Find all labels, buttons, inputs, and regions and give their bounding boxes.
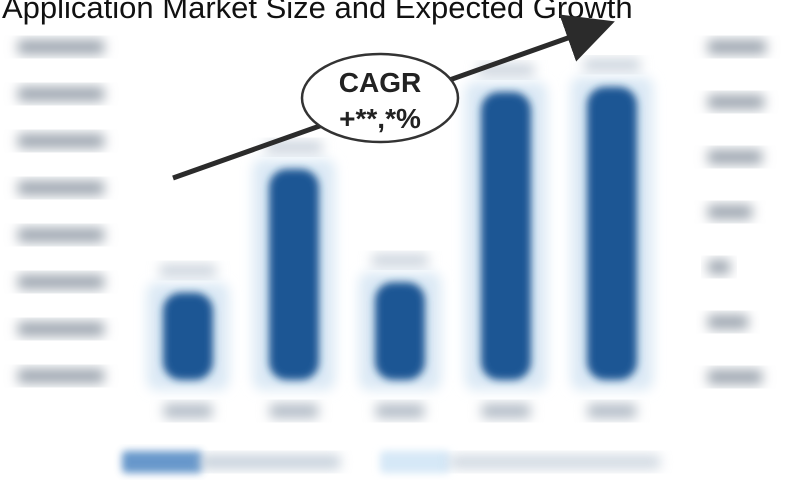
- category-label-4: [482, 404, 530, 418]
- right-axis-tick: [708, 40, 766, 54]
- bar-1: [163, 292, 213, 380]
- bar-value-label: [372, 254, 428, 267]
- category-label-1: [164, 404, 212, 418]
- bar-3: [375, 282, 425, 380]
- left-axis-tick: [18, 87, 104, 101]
- left-axis-tick: [18, 322, 104, 336]
- legend-swatch-dark: [122, 451, 202, 473]
- page-title: Application Market Size and Expected Gro…: [2, 0, 633, 25]
- left-axis-tick: [18, 181, 104, 195]
- left-axis-labels: [18, 40, 104, 383]
- cagr-value: +**,*%: [339, 103, 421, 134]
- category-label-5: [588, 404, 636, 418]
- right-axis-tick: [708, 370, 762, 384]
- right-axis-labels: [708, 40, 766, 384]
- legend-swatch-light: [380, 451, 450, 473]
- legend-text-2: [450, 455, 660, 469]
- bar-value-label: [584, 58, 640, 71]
- bar-value-label: [266, 141, 322, 154]
- bar-4: [481, 92, 531, 380]
- left-axis-tick: [18, 369, 104, 383]
- bar-5: [587, 86, 637, 380]
- left-axis-tick: [18, 40, 104, 54]
- bars-group: [147, 58, 653, 390]
- left-axis-tick: [18, 275, 104, 289]
- right-axis-tick: [708, 260, 730, 274]
- left-axis-tick: [18, 134, 104, 148]
- right-axis-tick: [708, 315, 748, 329]
- bar-2: [269, 169, 319, 380]
- right-axis-tick: [708, 205, 752, 219]
- legend-text-1: [200, 455, 340, 469]
- right-axis-tick: [708, 95, 764, 109]
- category-labels: [164, 404, 636, 418]
- category-label-2: [270, 404, 318, 418]
- left-axis-tick: [18, 228, 104, 242]
- bar-value-label: [160, 264, 216, 277]
- category-label-3: [376, 404, 424, 418]
- legend: [122, 451, 660, 473]
- cagr-label: CAGR: [339, 67, 421, 98]
- cagr-annotation: CAGR +**,*%: [300, 52, 460, 144]
- right-axis-tick: [708, 150, 762, 164]
- cagr-ellipse: [300, 52, 460, 144]
